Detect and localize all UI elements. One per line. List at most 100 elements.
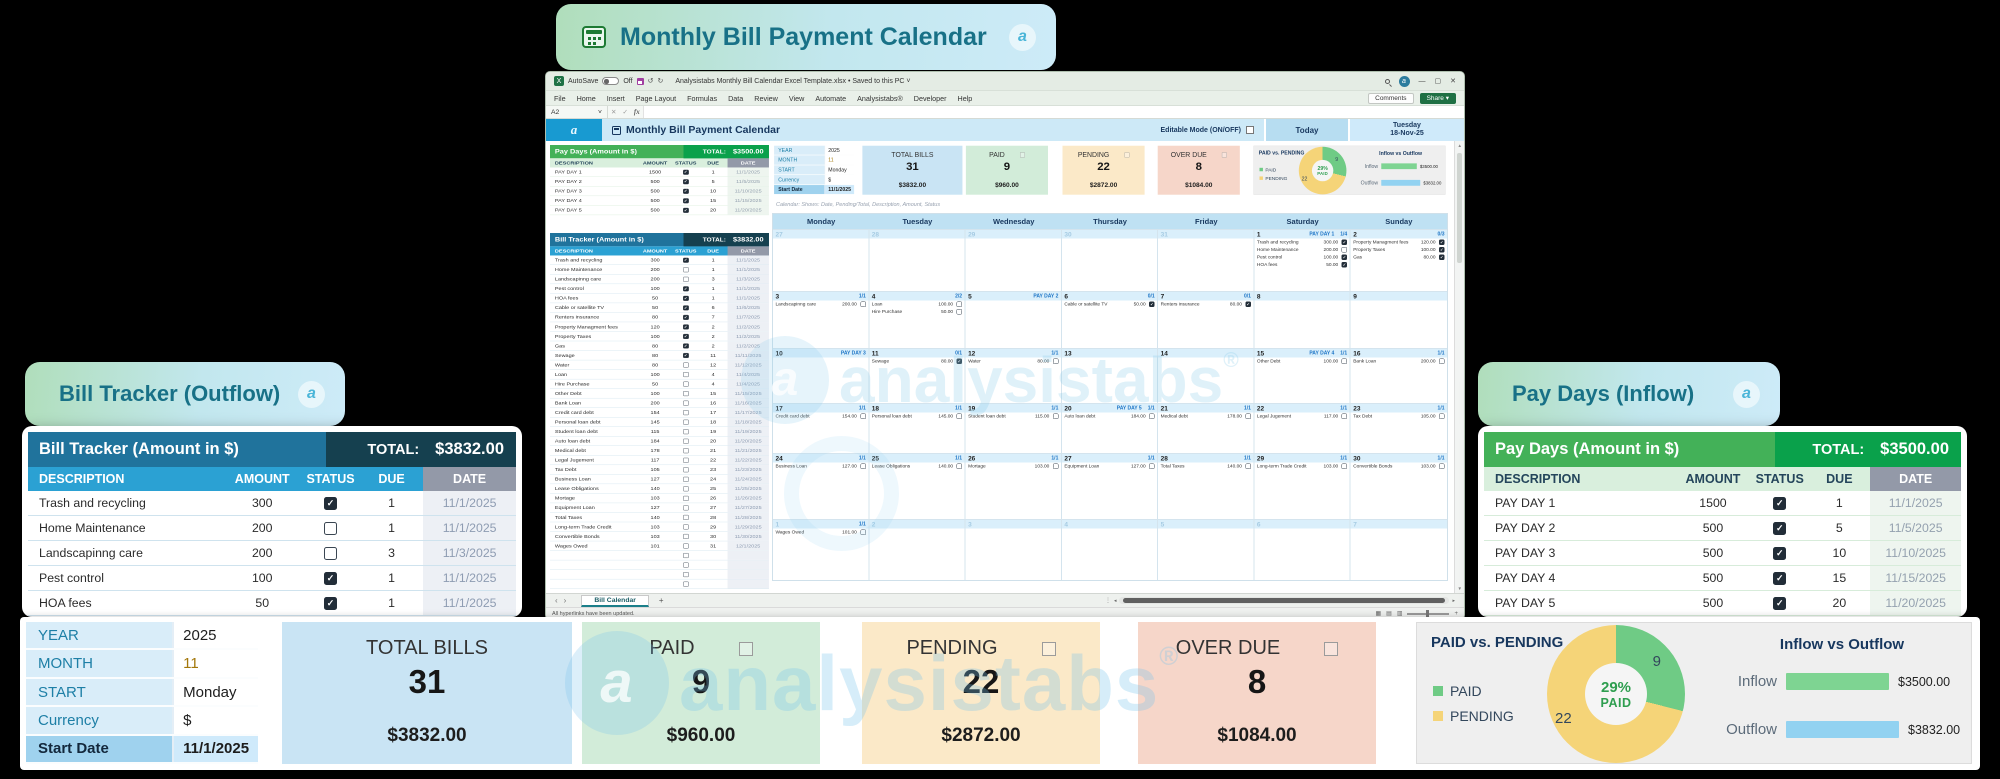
checkbox-checked[interactable]: ✓ xyxy=(1773,521,1787,535)
checkbox-checked[interactable]: ✓ xyxy=(324,596,338,610)
menu-analysistabs-[interactable]: Analysistabs® xyxy=(857,93,903,103)
checkbox-checked[interactable]: ✓ xyxy=(682,257,689,263)
menu-file[interactable]: File xyxy=(554,93,566,103)
checkbox-unchecked[interactable] xyxy=(1149,413,1155,419)
checkbox-unchecked[interactable] xyxy=(682,448,689,454)
calendar-day-cell[interactable]: 1 1/1 Wages Owed 101.00 xyxy=(773,520,870,580)
vertical-scrollbar[interactable]: ▲ ▼ xyxy=(1454,141,1464,593)
checkbox-checked[interactable]: ✓ xyxy=(1245,301,1251,307)
checkbox-unchecked[interactable] xyxy=(682,276,689,282)
checkbox-checked[interactable]: ✓ xyxy=(682,179,689,185)
checkbox-unchecked[interactable] xyxy=(682,524,689,530)
checkbox-unchecked[interactable] xyxy=(682,438,689,444)
calendar-day-cell[interactable]: 24 1/1 Business Loan 127.00 xyxy=(773,454,870,519)
calendar-day-cell[interactable]: 7 0/1 Renters insurance 80.00 ✓ xyxy=(1158,292,1255,348)
checkbox-checked[interactable]: ✓ xyxy=(682,333,689,339)
menu-home[interactable]: Home xyxy=(576,93,596,103)
card-checkbox[interactable] xyxy=(738,641,753,656)
calendar-day-cell[interactable]: 3 xyxy=(965,520,1062,580)
checkbox-unchecked[interactable] xyxy=(956,463,963,469)
checkbox-unchecked[interactable] xyxy=(956,301,963,307)
calendar-day-cell[interactable]: 9 xyxy=(1350,292,1447,348)
checkbox-checked[interactable]: ✓ xyxy=(1341,239,1348,245)
menu-automate[interactable]: Automate xyxy=(815,93,847,103)
checkbox-unchecked[interactable] xyxy=(682,390,689,396)
calendar-day-cell[interactable]: 10 PAY DAY 3 xyxy=(773,349,870,403)
menu-formulas[interactable]: Formulas xyxy=(687,93,718,103)
checkbox-unchecked[interactable] xyxy=(682,514,689,520)
redo-icon[interactable]: ↻ xyxy=(657,78,664,85)
checkbox-unchecked[interactable] xyxy=(1438,463,1445,469)
setting-value[interactable]: 11/1/2025 xyxy=(824,184,855,195)
checkbox-unchecked[interactable] xyxy=(682,371,689,377)
sheet-nav-right[interactable]: › xyxy=(563,596,567,605)
card-checkbox[interactable] xyxy=(1041,641,1056,656)
checkbox-checked[interactable]: ✓ xyxy=(682,352,689,358)
calendar-day-cell[interactable]: 17 1/1 Credit card debt 154.00 xyxy=(773,404,870,453)
checkbox-unchecked[interactable] xyxy=(1052,463,1059,469)
card-checkbox[interactable] xyxy=(1324,641,1339,656)
setting-value[interactable]: Monday xyxy=(824,165,855,175)
comments-button[interactable]: Comments xyxy=(1368,92,1414,104)
card-checkbox[interactable] xyxy=(1124,152,1130,158)
calendar-day-cell[interactable]: 14 xyxy=(1158,349,1255,403)
checkbox-unchecked[interactable] xyxy=(1245,413,1251,419)
checkbox-unchecked[interactable] xyxy=(682,571,689,577)
checkbox-checked[interactable]: ✓ xyxy=(682,305,689,311)
card-checkbox[interactable] xyxy=(1221,152,1227,158)
checkbox-checked[interactable]: ✓ xyxy=(1438,247,1445,253)
sheet-nav-left[interactable]: ‹ xyxy=(555,596,558,605)
calendar-day-cell[interactable]: 26 1/1 Mortage 103.00 xyxy=(965,454,1062,519)
calendar-day-cell[interactable]: 23 1/1 Tax Debt 105.00 xyxy=(1350,404,1447,453)
setting-value[interactable]: 11 xyxy=(172,650,258,677)
checkbox-checked[interactable]: ✓ xyxy=(1149,301,1155,307)
maximize-button[interactable]: ▢ xyxy=(1434,78,1442,85)
checkbox-unchecked[interactable] xyxy=(682,381,689,387)
checkbox-checked[interactable]: ✓ xyxy=(324,496,338,510)
cancel-icon[interactable]: ✕ xyxy=(611,109,617,116)
calendar-day-cell[interactable]: 30 xyxy=(1061,230,1159,291)
calendar-day-cell[interactable]: 27 xyxy=(773,230,870,291)
menu-review[interactable]: Review xyxy=(754,93,778,103)
setting-value[interactable]: 2025 xyxy=(824,145,855,155)
checkbox-unchecked[interactable] xyxy=(324,521,338,535)
checkbox-checked[interactable]: ✓ xyxy=(1773,596,1787,610)
checkbox-unchecked[interactable] xyxy=(1341,358,1348,364)
calendar-day-cell[interactable]: 22 1/1 Legal Jugement 117.00 xyxy=(1254,404,1351,453)
calendar-day-cell[interactable]: 2 xyxy=(869,520,966,580)
calendar-day-cell[interactable]: 21 1/1 Medical debt 178.00 xyxy=(1158,404,1255,453)
calendar-day-cell[interactable]: 27 1/1 Equipment Loan 127.00 xyxy=(1061,454,1159,519)
search-icon[interactable] xyxy=(1384,78,1390,84)
menu-page-layout[interactable]: Page Layout xyxy=(635,93,677,103)
today-button[interactable]: Today xyxy=(1264,119,1350,141)
checkbox-unchecked[interactable] xyxy=(324,546,338,560)
setting-value[interactable]: 11/1/2025 xyxy=(172,735,258,763)
add-sheet-button[interactable]: + xyxy=(658,596,664,605)
checkbox-checked[interactable]: ✓ xyxy=(682,169,689,175)
checkbox-checked[interactable]: ✓ xyxy=(1341,262,1348,268)
checkbox-unchecked[interactable] xyxy=(1438,413,1445,419)
undo-icon[interactable]: ↺ xyxy=(647,78,654,85)
sheet-tab[interactable]: Bill Calendar xyxy=(581,594,649,607)
menu-data[interactable]: Data xyxy=(728,93,744,103)
calendar-day-cell[interactable]: 2 0/3 Property Managment fees 120.00 ✓ Proper… xyxy=(1350,230,1447,291)
checkbox-checked[interactable]: ✓ xyxy=(1773,571,1787,585)
share-button[interactable]: Share ▾ xyxy=(1419,92,1456,104)
checkbox-unchecked[interactable] xyxy=(860,413,866,419)
horizontal-scrollbar[interactable] xyxy=(1119,597,1450,604)
checkbox-unchecked[interactable] xyxy=(682,552,689,558)
setting-value[interactable]: 2025 xyxy=(172,622,258,649)
name-box[interactable]: A2 ˅ xyxy=(546,106,608,118)
tab-scroll-divider[interactable]: ⋮ xyxy=(1104,598,1111,604)
checkbox-checked[interactable]: ✓ xyxy=(682,286,689,292)
checkbox-unchecked[interactable] xyxy=(682,409,689,415)
calendar-day-cell[interactable]: 16 1/1 Bank Loan 200.00 xyxy=(1350,349,1447,403)
calendar-day-cell[interactable]: 5 xyxy=(1158,520,1255,580)
checkbox-unchecked[interactable] xyxy=(682,267,689,273)
checkbox-checked[interactable]: ✓ xyxy=(956,358,963,364)
checkbox-unchecked[interactable] xyxy=(682,467,689,473)
calendar-day-cell[interactable]: 25 1/1 Lease Obligations 140.00 xyxy=(869,454,966,519)
checkbox-unchecked[interactable] xyxy=(682,581,689,587)
checkbox-checked[interactable]: ✓ xyxy=(1438,254,1445,260)
checkbox-checked[interactable]: ✓ xyxy=(682,314,689,320)
